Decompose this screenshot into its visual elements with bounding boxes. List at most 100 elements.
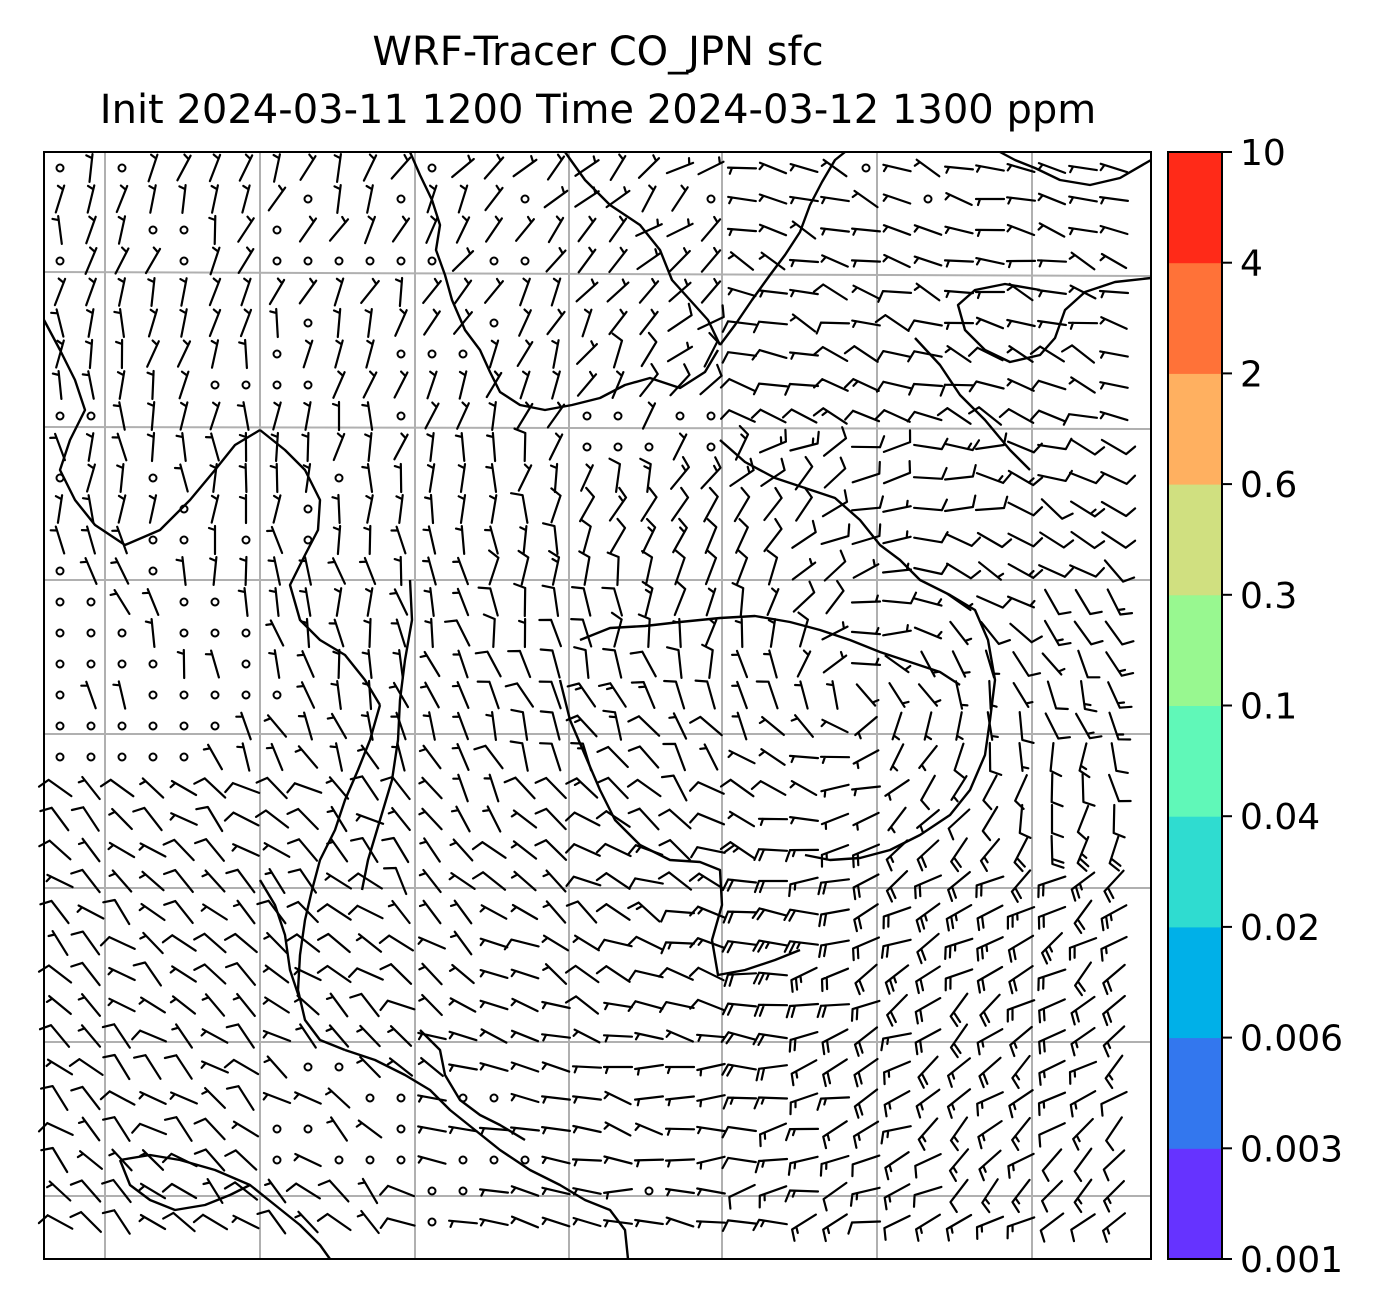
wind-barb — [825, 579, 845, 615]
wind-barb — [790, 714, 814, 738]
calm-wind-marker — [427, 163, 437, 173]
wind-barb — [1037, 222, 1066, 238]
wind-barb — [1098, 289, 1130, 299]
wind-barb — [1037, 875, 1067, 899]
wind-barb — [484, 184, 504, 212]
coastline-west-peninsula — [42, 319, 261, 547]
wind-barb — [448, 963, 475, 985]
wind-barb — [1099, 381, 1129, 390]
calm-wind-marker — [427, 1186, 437, 1196]
wind-barb — [564, 964, 600, 984]
wind-barb — [573, 646, 590, 679]
wind-barb — [209, 246, 221, 276]
wind-barb — [86, 184, 96, 214]
calm-wind-marker — [117, 659, 127, 669]
wind-barb — [268, 277, 286, 306]
calm-wind-marker — [55, 163, 65, 173]
wind-barb — [1038, 1029, 1066, 1055]
wind-barb — [565, 843, 601, 857]
wind-barb — [688, 872, 724, 890]
wind-barb — [55, 339, 65, 369]
wind-barb — [986, 711, 999, 741]
wind-barb — [326, 1116, 348, 1142]
wind-barb — [294, 1210, 319, 1234]
wind-barb — [753, 1003, 789, 1017]
wind-barb — [1068, 937, 1098, 961]
wind-barb — [726, 166, 758, 175]
wind-barb — [1046, 680, 1069, 711]
wind-barb — [485, 463, 498, 493]
wind-barb — [981, 805, 999, 842]
wind-barb — [948, 1148, 970, 1182]
wind-barb — [823, 549, 847, 582]
wind-barb — [238, 431, 248, 463]
wind-barb — [451, 743, 470, 771]
wind-barb — [419, 681, 440, 709]
wind-barb — [448, 1125, 478, 1135]
wind-barb — [1012, 682, 1034, 708]
wind-barb — [448, 1063, 478, 1072]
wind-barb — [263, 931, 288, 955]
wind-barb — [843, 345, 879, 363]
wind-barb — [626, 778, 662, 798]
wind-barb — [207, 524, 217, 556]
wind-barb — [666, 218, 694, 238]
wind-barb — [689, 812, 726, 826]
wind-barb — [365, 184, 374, 214]
calm-wind-marker — [582, 411, 592, 421]
wind-barb — [444, 619, 471, 647]
wind-barb — [975, 432, 1008, 451]
wind-barb — [696, 1155, 726, 1170]
wind-barb — [541, 934, 570, 952]
wind-barb — [1102, 963, 1126, 996]
wind-barb — [728, 1183, 756, 1210]
wind-barb — [238, 338, 248, 370]
wind-barb — [787, 1155, 819, 1176]
wind-barb — [163, 900, 194, 924]
wind-barb — [169, 812, 198, 826]
wind-barb — [722, 910, 758, 924]
wind-barb — [1099, 410, 1129, 422]
wind-barb — [77, 1024, 102, 1048]
wind-barb — [316, 903, 352, 921]
wind-barb — [887, 806, 907, 834]
calm-wind-marker — [179, 690, 189, 700]
wind-barb — [944, 439, 981, 452]
wind-barb — [263, 714, 288, 738]
wind-barb — [721, 1002, 757, 1016]
wind-barb — [426, 370, 438, 400]
wind-barb — [638, 277, 660, 304]
wind-barb — [332, 307, 342, 339]
wind-barb — [455, 215, 471, 244]
wind-barb — [102, 1116, 131, 1142]
wind-barb — [325, 776, 350, 800]
wind-barb — [667, 302, 693, 332]
wind-barb — [326, 837, 349, 863]
calm-wind-marker — [55, 752, 65, 762]
coastline-inland-sea — [579, 614, 961, 687]
wind-barb — [789, 313, 817, 333]
wind-barb — [326, 805, 348, 833]
wind-barb — [76, 904, 105, 920]
wind-barb — [731, 582, 745, 617]
wind-barb — [611, 332, 624, 369]
wind-barb — [954, 680, 969, 710]
map-title-line-2: Init 2024-03-11 1200 Time 2024-03-12 130… — [99, 87, 1097, 133]
wind-barb — [668, 712, 688, 740]
wind-barb — [417, 936, 446, 950]
wind-barb — [169, 995, 197, 1015]
wind-barb — [923, 711, 933, 741]
wind-barb — [80, 525, 96, 555]
wind-barb — [595, 810, 631, 828]
wind-barb — [357, 744, 380, 770]
wind-barb — [379, 1217, 416, 1229]
calm-wind-marker — [613, 442, 623, 452]
wind-barb — [976, 1028, 1004, 1056]
wind-barb — [918, 745, 938, 772]
wind-barb — [608, 308, 628, 336]
wind-barb — [138, 1091, 167, 1105]
wind-barb — [664, 1158, 696, 1168]
wind-barb — [364, 215, 376, 245]
wind-barb — [70, 806, 100, 832]
wind-barb — [818, 908, 850, 928]
